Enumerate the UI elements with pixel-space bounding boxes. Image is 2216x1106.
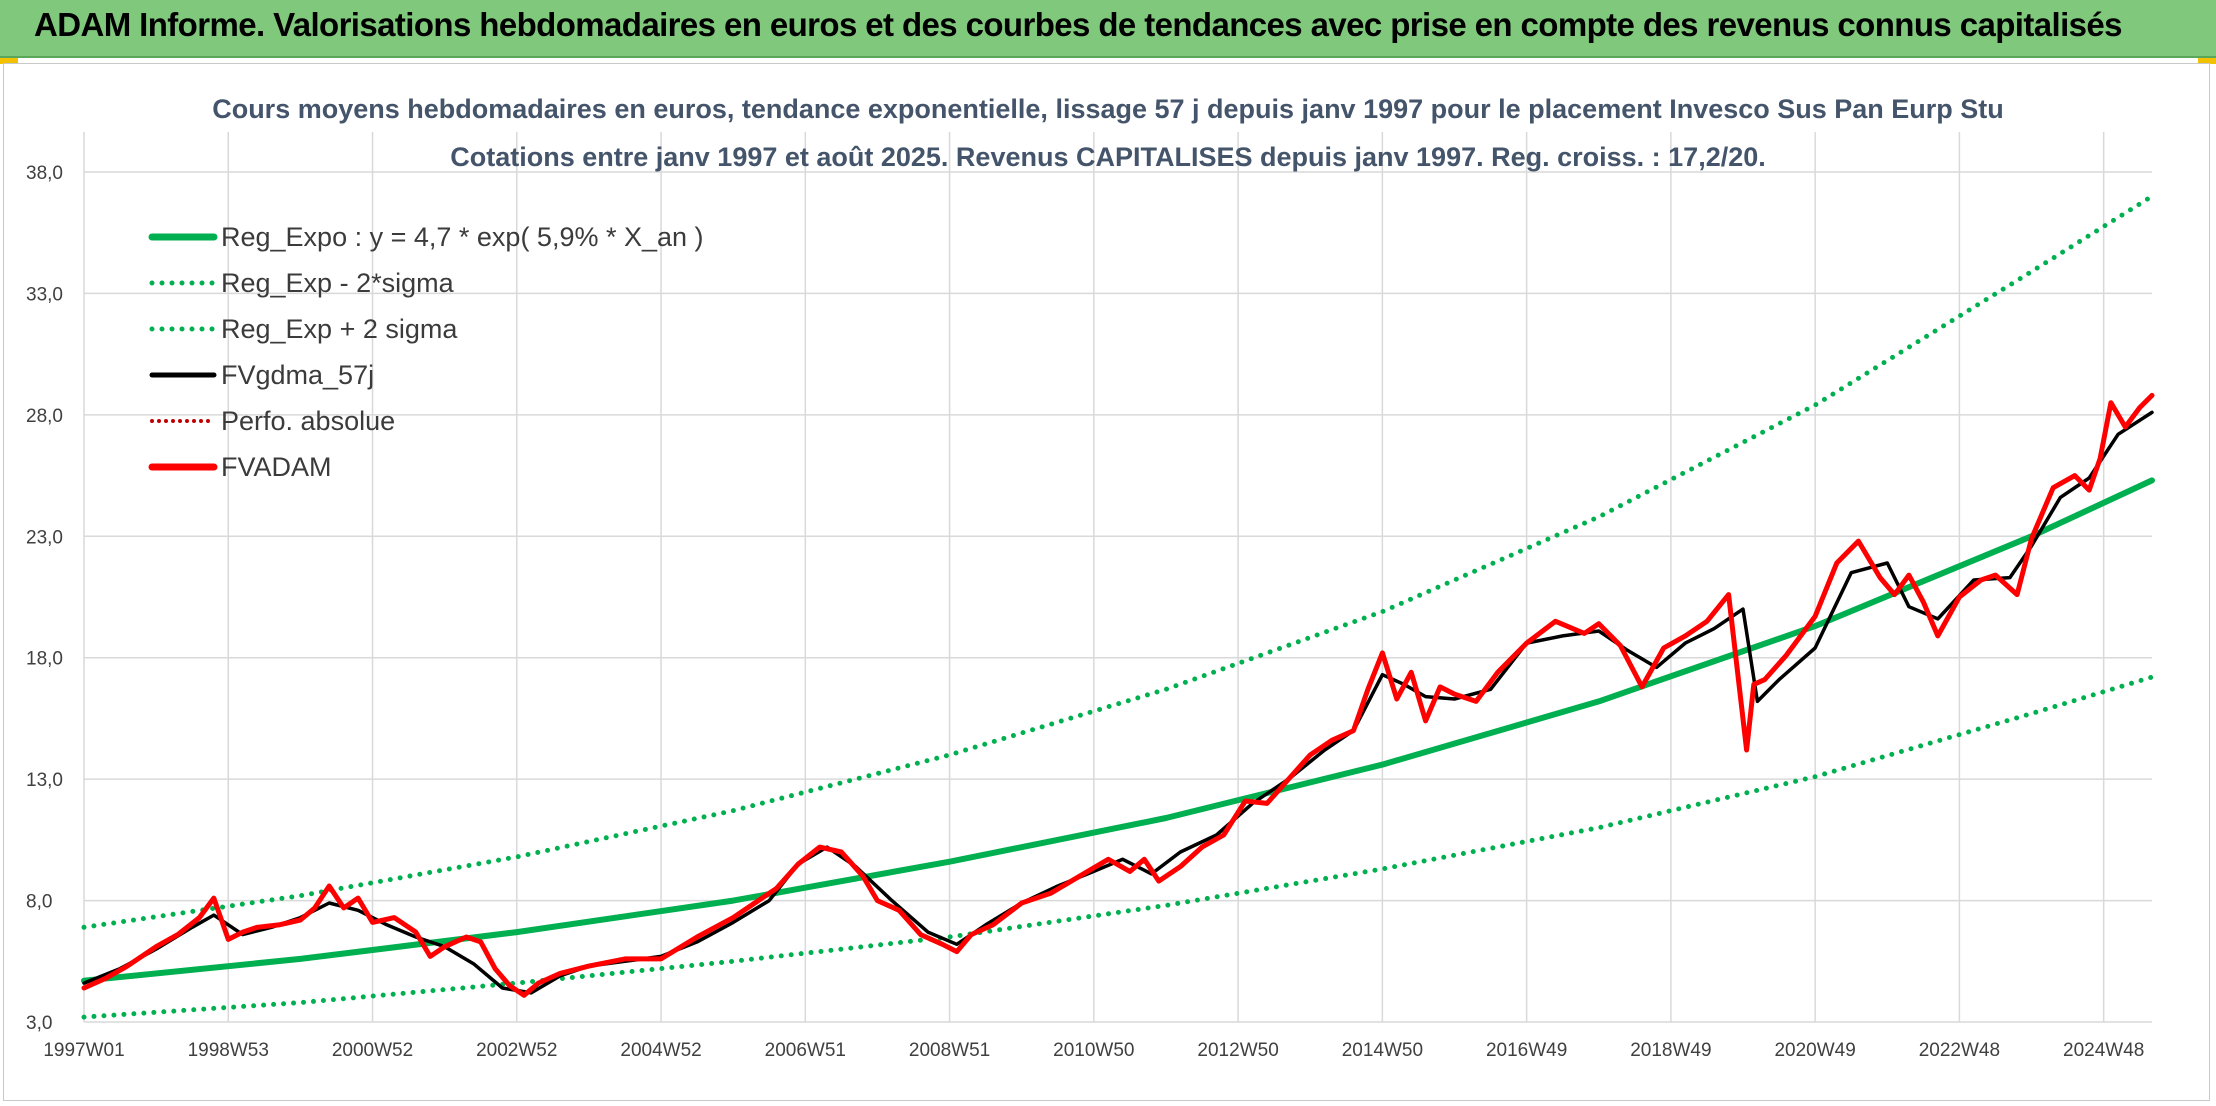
x-tick-label: 2012W50 — [1197, 1040, 1278, 1061]
series-line-5 — [81, 392, 2155, 998]
report-title: ADAM Informe. Valorisations hebdomadaire… — [34, 6, 2123, 43]
chart-frame — [3, 63, 2210, 1101]
y-tick-label: 8,0 — [26, 892, 52, 913]
axis-ticks: 3,0 8,0 13,0 18,0 23,0 28,0 33,0 38,0 1997W01 199… — [26, 163, 2144, 1061]
x-tick-label: 1998W53 — [188, 1040, 269, 1061]
x-tick-label: 2020W49 — [1774, 1040, 1855, 1061]
x-tick-label: 2004W52 — [620, 1040, 701, 1061]
series-lines — [81, 193, 2155, 1020]
corner-mark-right — [2198, 58, 2216, 64]
chart-title: Cours moyens hebdomadaires en euros, ten… — [212, 94, 2004, 124]
legend-label-fvadam: FVADAM — [221, 452, 332, 482]
legend-label-reg-expo: Reg_Expo : y = 4,7 * exp( 5,9% * X_an ) — [221, 222, 704, 252]
series-line-1 — [81, 674, 2155, 1020]
y-tick-label: 3,0 — [26, 1013, 52, 1034]
legend: Reg_Expo : y = 4,7 * exp( 5,9% * X_an ) … — [148, 222, 704, 482]
corner-mark-left — [0, 58, 18, 64]
y-tick-label: 38,0 — [26, 163, 63, 184]
legend-label-perfo: Perfo. absolue — [221, 406, 395, 436]
x-tick-label: 2002W52 — [476, 1040, 557, 1061]
legend-label-smoothed: FVgdma_57j — [221, 360, 374, 390]
x-tick-label: 2024W48 — [2063, 1040, 2144, 1061]
x-tick-label: 2014W50 — [1342, 1040, 1423, 1061]
x-tick-label: 2008W51 — [909, 1040, 990, 1061]
x-tick-label: 2010W50 — [1053, 1040, 1134, 1061]
y-tick-label: 13,0 — [26, 770, 63, 791]
x-tick-label: 2000W52 — [332, 1040, 413, 1061]
x-tick-label: 2006W51 — [765, 1040, 846, 1061]
gridlines — [83, 132, 2152, 1023]
x-tick-label: 1997W01 — [43, 1040, 124, 1061]
x-tick-label: 2018W49 — [1630, 1040, 1711, 1061]
y-tick-label: 23,0 — [26, 527, 63, 548]
y-tick-label: 18,0 — [26, 649, 63, 670]
chart-subtitle: Cotations entre janv 1997 et août 2025. … — [450, 142, 1766, 172]
report-banner: ADAM Informe. Valorisations hebdomadaire… — [0, 0, 2216, 58]
y-tick-label: 33,0 — [26, 284, 63, 305]
y-tick-label: 28,0 — [26, 406, 63, 427]
x-tick-label: 2022W48 — [1919, 1040, 2000, 1061]
series-line-0 — [81, 477, 2155, 984]
legend-label-reg-plus: Reg_Exp + 2 sigma — [221, 314, 458, 344]
series-line-2 — [81, 193, 2155, 930]
x-tick-label: 2016W49 — [1486, 1040, 1567, 1061]
legend-label-reg-minus: Reg_Exp - 2*sigma — [221, 268, 455, 298]
